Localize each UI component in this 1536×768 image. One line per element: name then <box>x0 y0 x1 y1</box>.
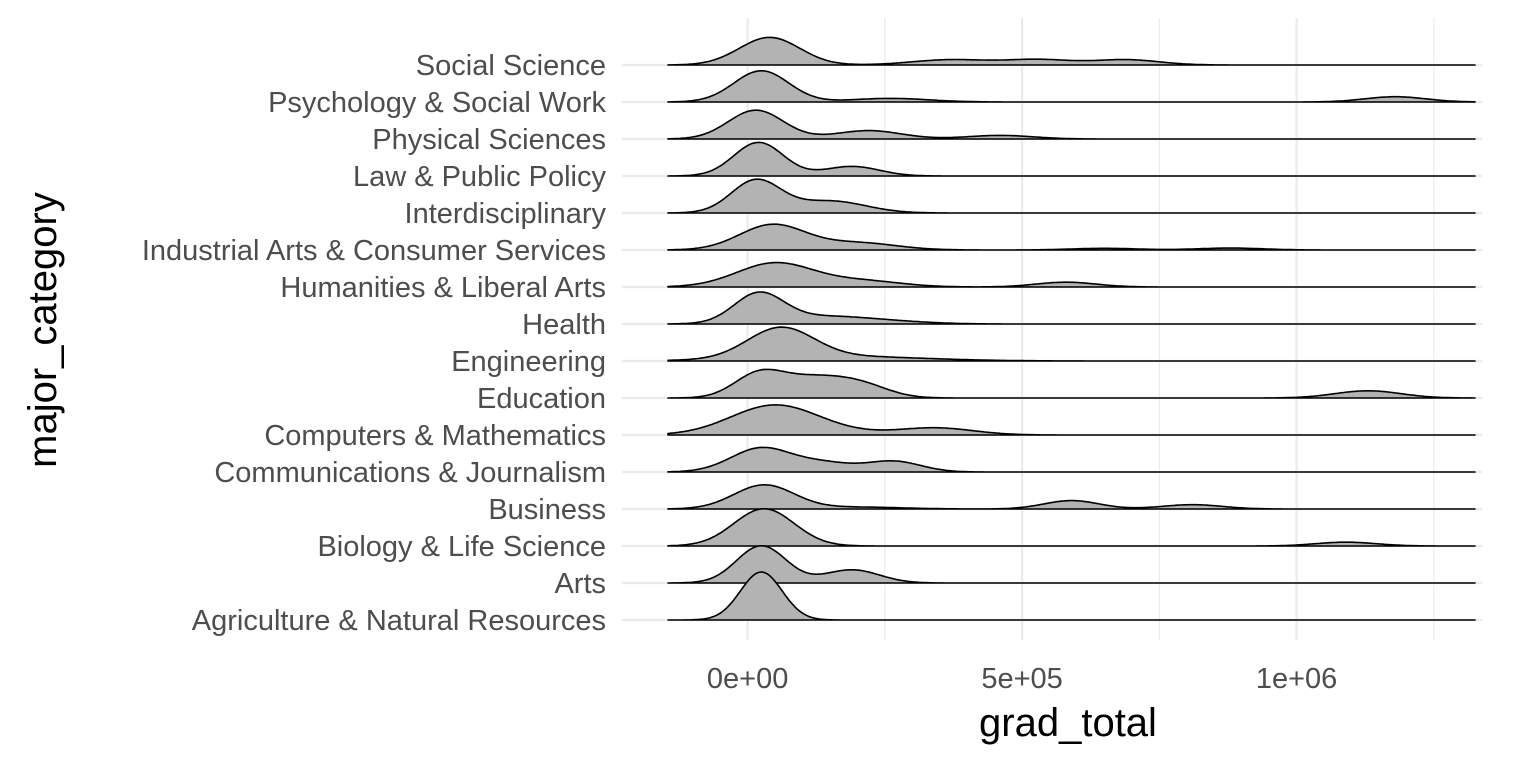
ridge-humanities-liberal-arts <box>667 261 1476 288</box>
y-tick-labels: Agriculture & Natural Resources Arts Biolo… <box>142 50 607 637</box>
y-tick-label: Psychology & Social Work <box>268 87 606 119</box>
y-tick-label: Arts <box>554 568 606 600</box>
y-tick-label: Humanities & Liberal Arts <box>280 272 606 304</box>
x-tick-labels: 0e+00 5e+05 1e+06 <box>707 663 1337 695</box>
y-tick-label: Business <box>488 494 606 526</box>
ridge-industrial-arts-consumer-services <box>667 223 1476 251</box>
y-tick-label: Engineering <box>451 346 606 378</box>
y-tick-label: Education <box>477 383 606 415</box>
y-axis-title: major_category <box>21 192 65 468</box>
y-tick-label: Physical Sciences <box>372 124 606 156</box>
ridge-computers-mathematics <box>667 404 1476 436</box>
ridge-business <box>667 484 1476 510</box>
y-tick-label: Biology & Life Science <box>317 531 606 563</box>
y-tick-label: Industrial Arts & Consumer Services <box>142 235 606 267</box>
y-tick-label: Law & Public Policy <box>353 161 607 193</box>
ridge-interdisciplinary <box>667 178 1476 214</box>
ridge-arts <box>667 545 1476 584</box>
x-tick-label: 1e+06 <box>1256 663 1337 695</box>
ridge-social-science <box>667 36 1476 66</box>
x-axis-title: grad_total <box>979 701 1157 745</box>
y-tick-label: Agriculture & Natural Resources <box>192 605 606 637</box>
ridge-engineering <box>667 326 1476 362</box>
y-tick-label: Health <box>522 309 606 341</box>
ridge-health <box>667 291 1476 325</box>
y-tick-label: Social Science <box>416 50 606 82</box>
ridge-psychology-social-work <box>667 70 1476 103</box>
ridges <box>667 36 1476 621</box>
ridge-communications-journalism <box>667 446 1476 473</box>
ridge-agriculture-natural-resources <box>667 571 1476 621</box>
y-tick-label: Interdisciplinary <box>405 198 607 230</box>
x-tick-label: 0e+00 <box>707 663 788 695</box>
y-tick-label: Computers & Mathematics <box>264 420 606 452</box>
ridge-biology-life-science <box>667 508 1476 547</box>
y-tick-label: Communications & Journalism <box>214 457 606 489</box>
x-tick-label: 5e+05 <box>981 663 1062 695</box>
ridge-education <box>667 368 1476 399</box>
ridge-law-public-policy <box>667 141 1476 177</box>
ridge-physical-sciences <box>667 109 1476 140</box>
